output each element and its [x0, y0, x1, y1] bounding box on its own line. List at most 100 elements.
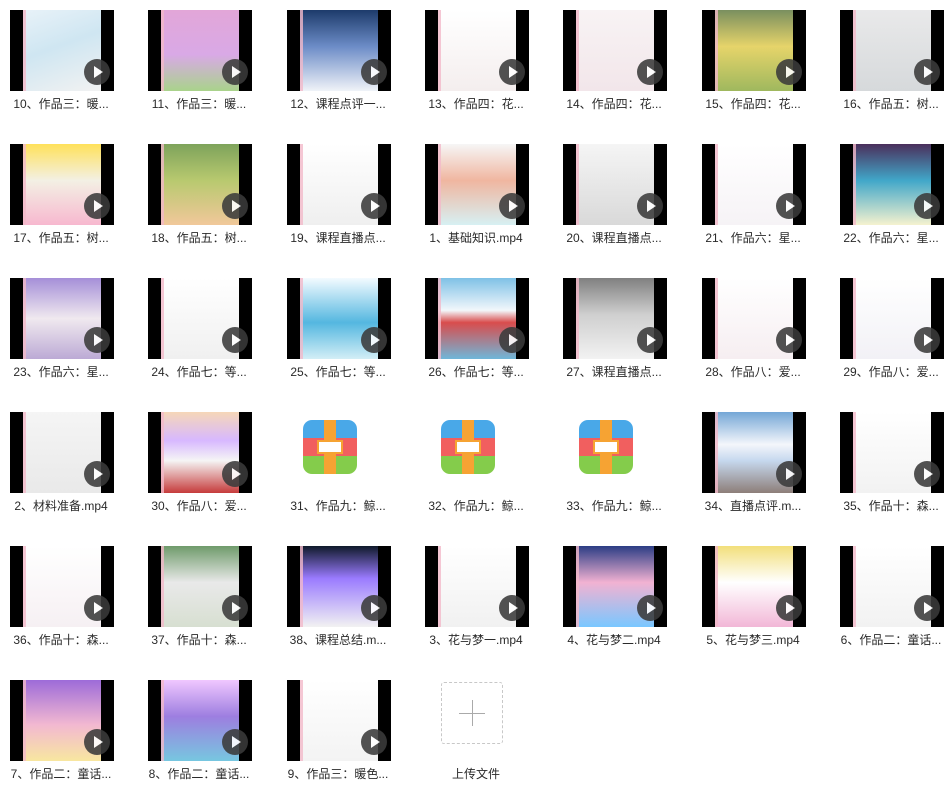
- video-thumbnail[interactable]: [148, 278, 252, 359]
- play-icon[interactable]: [222, 729, 248, 755]
- video-file-tile[interactable]: 3、花与梦一.mp4: [415, 536, 537, 664]
- video-file-tile[interactable]: 35、作品十：森...: [830, 402, 947, 530]
- play-icon[interactable]: [222, 193, 248, 219]
- archive-file-tile[interactable]: 31、作品九：鲸...: [277, 402, 399, 530]
- play-icon[interactable]: [499, 327, 525, 353]
- play-icon[interactable]: [222, 461, 248, 487]
- video-thumbnail[interactable]: [10, 144, 114, 225]
- video-file-tile[interactable]: 34、直播点评.m...: [692, 402, 814, 530]
- play-icon[interactable]: [776, 461, 802, 487]
- video-file-tile[interactable]: 38、课程总结.m...: [277, 536, 399, 664]
- play-icon[interactable]: [499, 595, 525, 621]
- video-file-tile[interactable]: 21、作品六：星...: [692, 134, 814, 262]
- play-icon[interactable]: [222, 59, 248, 85]
- video-file-tile[interactable]: 4、花与梦二.mp4: [553, 536, 675, 664]
- video-thumbnail[interactable]: [10, 278, 114, 359]
- archive-file-tile[interactable]: 32、作品九：鲸...: [415, 402, 537, 530]
- video-thumbnail[interactable]: [148, 412, 252, 493]
- video-file-tile[interactable]: 9、作品三：暖色...: [277, 670, 399, 798]
- play-icon[interactable]: [222, 595, 248, 621]
- video-file-tile[interactable]: 7、作品二：童话...: [0, 670, 122, 798]
- video-thumbnail[interactable]: [425, 546, 529, 627]
- video-thumbnail[interactable]: [840, 10, 944, 91]
- play-icon[interactable]: [776, 327, 802, 353]
- video-file-tile[interactable]: 17、作品五：树...: [0, 134, 122, 262]
- video-file-tile[interactable]: 2、材料准备.mp4: [0, 402, 122, 530]
- video-thumbnail[interactable]: [148, 680, 252, 761]
- play-icon[interactable]: [361, 729, 387, 755]
- upload-plus-icon[interactable]: [441, 682, 503, 744]
- video-file-tile[interactable]: 5、花与梦三.mp4: [692, 536, 814, 664]
- video-thumbnail[interactable]: [425, 144, 529, 225]
- video-file-tile[interactable]: 14、作品四：花...: [553, 0, 675, 128]
- video-thumbnail[interactable]: [563, 278, 667, 359]
- video-thumbnail[interactable]: [148, 144, 252, 225]
- play-icon[interactable]: [84, 461, 110, 487]
- play-icon[interactable]: [637, 193, 663, 219]
- video-thumbnail[interactable]: [840, 412, 944, 493]
- video-file-tile[interactable]: 18、作品五：树...: [138, 134, 260, 262]
- video-file-tile[interactable]: 29、作品八：爱...: [830, 268, 947, 396]
- video-thumbnail[interactable]: [840, 278, 944, 359]
- video-thumbnail[interactable]: [148, 10, 252, 91]
- video-thumbnail[interactable]: [10, 412, 114, 493]
- archive-icon[interactable]: [579, 420, 633, 474]
- video-file-tile[interactable]: 22、作品六：星...: [830, 134, 947, 262]
- play-icon[interactable]: [914, 59, 940, 85]
- video-file-tile[interactable]: 25、作品七：等...: [277, 268, 399, 396]
- play-icon[interactable]: [84, 193, 110, 219]
- play-icon[interactable]: [361, 327, 387, 353]
- video-thumbnail[interactable]: [287, 144, 391, 225]
- video-file-tile[interactable]: 27、课程直播点...: [553, 268, 675, 396]
- video-thumbnail[interactable]: [840, 546, 944, 627]
- video-thumbnail[interactable]: [10, 10, 114, 91]
- play-icon[interactable]: [914, 595, 940, 621]
- video-thumbnail[interactable]: [287, 680, 391, 761]
- video-file-tile[interactable]: 26、作品七：等...: [415, 268, 537, 396]
- video-thumbnail[interactable]: [563, 144, 667, 225]
- video-file-tile[interactable]: 1、基础知识.mp4: [415, 134, 537, 262]
- archive-file-tile[interactable]: 33、作品九：鲸...: [553, 402, 675, 530]
- video-file-tile[interactable]: 28、作品八：爱...: [692, 268, 814, 396]
- video-thumbnail[interactable]: [702, 546, 806, 627]
- video-file-tile[interactable]: 8、作品二：童话...: [138, 670, 260, 798]
- video-thumbnail[interactable]: [10, 680, 114, 761]
- play-icon[interactable]: [776, 193, 802, 219]
- play-icon[interactable]: [776, 59, 802, 85]
- video-thumbnail[interactable]: [702, 10, 806, 91]
- video-thumbnail[interactable]: [287, 546, 391, 627]
- video-file-tile[interactable]: 13、作品四：花...: [415, 0, 537, 128]
- play-icon[interactable]: [914, 461, 940, 487]
- play-icon[interactable]: [637, 327, 663, 353]
- video-file-tile[interactable]: 23、作品六：星...: [0, 268, 122, 396]
- play-icon[interactable]: [84, 59, 110, 85]
- video-thumbnail[interactable]: [425, 10, 529, 91]
- video-thumbnail[interactable]: [287, 278, 391, 359]
- video-file-tile[interactable]: 20、课程直播点...: [553, 134, 675, 262]
- play-icon[interactable]: [84, 729, 110, 755]
- video-file-tile[interactable]: 11、作品三：暖...: [138, 0, 260, 128]
- video-thumbnail[interactable]: [287, 10, 391, 91]
- play-icon[interactable]: [637, 595, 663, 621]
- play-icon[interactable]: [914, 327, 940, 353]
- video-file-tile[interactable]: 15、作品四：花...: [692, 0, 814, 128]
- archive-icon[interactable]: [441, 420, 495, 474]
- video-thumbnail[interactable]: [148, 546, 252, 627]
- video-file-tile[interactable]: 6、作品二：童话...: [830, 536, 947, 664]
- video-file-tile[interactable]: 16、作品五：树...: [830, 0, 947, 128]
- upload-file-tile[interactable]: 上传文件: [415, 670, 537, 798]
- play-icon[interactable]: [637, 59, 663, 85]
- play-icon[interactable]: [222, 327, 248, 353]
- play-icon[interactable]: [84, 327, 110, 353]
- video-thumbnail[interactable]: [563, 546, 667, 627]
- play-icon[interactable]: [914, 193, 940, 219]
- video-thumbnail[interactable]: [702, 278, 806, 359]
- play-icon[interactable]: [776, 595, 802, 621]
- video-file-tile[interactable]: 30、作品八：爱...: [138, 402, 260, 530]
- video-file-tile[interactable]: 36、作品十：森...: [0, 536, 122, 664]
- video-file-tile[interactable]: 12、课程点评一...: [277, 0, 399, 128]
- play-icon[interactable]: [361, 59, 387, 85]
- video-file-tile[interactable]: 37、作品十：森...: [138, 536, 260, 664]
- video-thumbnail[interactable]: [702, 412, 806, 493]
- play-icon[interactable]: [84, 595, 110, 621]
